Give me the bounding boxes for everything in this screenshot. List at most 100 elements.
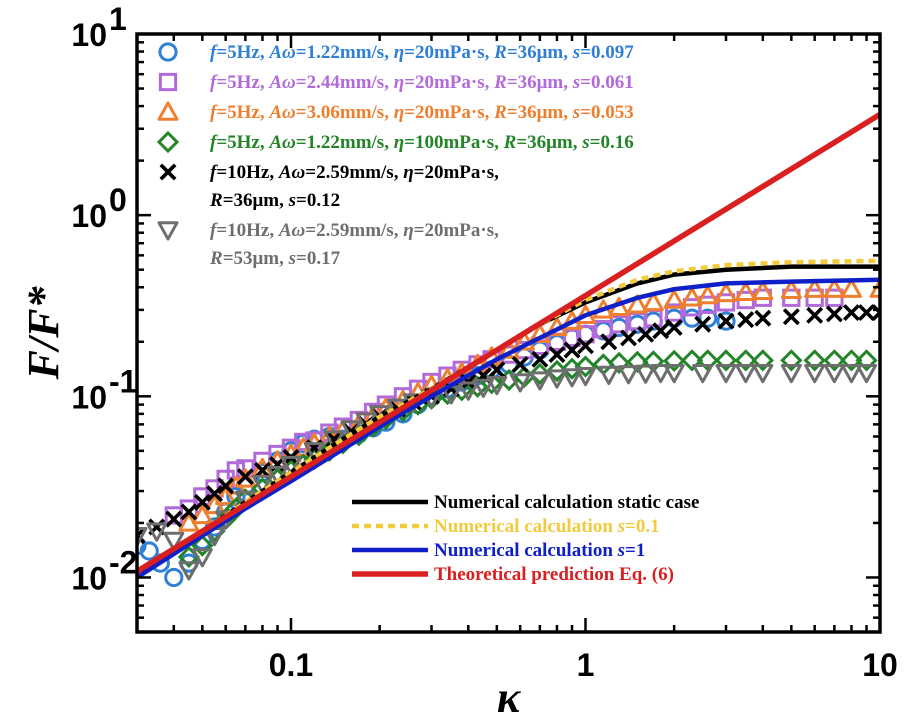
data-point xyxy=(696,349,719,372)
data-point xyxy=(303,442,325,462)
data-point xyxy=(715,282,737,303)
legend-label: f=10Hz, Aω=2.59mm/s, η=20mPa·s, xyxy=(210,162,499,183)
data-point xyxy=(618,365,640,385)
line-legend-label: Numerical calculation s=0.1 xyxy=(434,516,660,537)
x-tick-label: 0.1 xyxy=(269,647,313,683)
data-point xyxy=(780,349,803,372)
data-point xyxy=(191,548,213,568)
data-point xyxy=(206,485,223,503)
data-point xyxy=(716,311,736,331)
data-point xyxy=(804,364,826,384)
data-point xyxy=(663,289,685,309)
data-point xyxy=(842,304,860,322)
data-point xyxy=(226,486,246,507)
legend-item-1: f=5Hz, Aω=1.22mm/s, η=20mPa·s, R=36μm, s… xyxy=(158,42,634,63)
data-point xyxy=(642,291,664,312)
data-point xyxy=(563,341,581,359)
data-point xyxy=(715,364,737,384)
data-point xyxy=(548,346,566,364)
legend-label: f=5Hz, Aω=2.44mm/s, η=20mPa·s, R=36μm, s… xyxy=(210,72,634,93)
line-legend-item-2: Numerical calculation s=0.1 xyxy=(352,516,660,537)
data-point xyxy=(734,349,757,372)
data-point xyxy=(823,349,846,372)
data-point xyxy=(488,361,506,379)
data-point xyxy=(529,371,551,391)
data-point xyxy=(574,366,596,387)
legend: f=5Hz, Aω=1.22mm/s, η=20mPa·s, R=36μm, s… xyxy=(156,42,634,269)
data-point xyxy=(137,527,146,545)
data-point xyxy=(546,369,568,389)
data-point xyxy=(576,325,595,344)
data-point xyxy=(735,364,757,384)
data-point xyxy=(635,364,657,384)
y-tick-label: 10 xyxy=(71,379,107,415)
y-tick-exponent: 0 xyxy=(109,182,127,218)
data-point xyxy=(600,333,618,351)
x-tick-label: 1 xyxy=(577,647,595,683)
data-point xyxy=(680,349,704,372)
data-point xyxy=(191,504,213,525)
legend-label: f=10Hz, Aω=2.59mm/s, η=20mPa·s, xyxy=(210,220,499,241)
data-point xyxy=(694,315,712,333)
line-legend-label: Theoretical prediction Eq. (6) xyxy=(434,564,674,585)
data-point xyxy=(234,468,256,488)
data-point xyxy=(664,303,684,322)
y-tick-label: 10 xyxy=(71,17,107,53)
legend-item-2: f=5Hz, Aω=2.44mm/s, η=20mPa·s, R=36μm, s… xyxy=(158,72,634,93)
data-point xyxy=(528,362,551,385)
data-point xyxy=(457,381,479,401)
legend-label: R=36μm, s=0.12 xyxy=(209,190,340,211)
data-point xyxy=(511,355,529,373)
legend-item-6: f=10Hz, Aω=2.59mm/s, η=20mPa·s, R=53μm, s… xyxy=(157,220,499,269)
data-point xyxy=(164,567,184,588)
line-legend-label: Numerical calculation static case xyxy=(434,492,699,513)
data-point xyxy=(716,293,736,312)
data-point xyxy=(780,279,802,299)
data-point xyxy=(856,364,878,384)
data-point xyxy=(717,312,735,330)
data-point xyxy=(803,349,826,372)
legend-marker xyxy=(156,130,180,154)
data-point xyxy=(652,322,670,340)
data-point xyxy=(180,503,198,521)
data-point xyxy=(267,465,289,486)
legend-marker xyxy=(157,101,179,121)
x-axis-label: κ xyxy=(497,673,522,722)
legend-label: R=53μm, s=0.17 xyxy=(209,248,341,269)
data-point xyxy=(486,375,508,396)
data-point xyxy=(735,281,757,302)
legend-item-4: f=5Hz, Aω=1.22mm/s, η=100mPa·s, R=36μm, … xyxy=(156,130,634,154)
data-point xyxy=(191,534,214,557)
data-point xyxy=(236,468,254,486)
curve-4 xyxy=(137,112,880,574)
data-point xyxy=(681,287,703,307)
data-point xyxy=(804,278,826,298)
data-point xyxy=(692,364,714,384)
data-point xyxy=(637,325,655,343)
data-point xyxy=(806,306,824,324)
y-tick-label: 10 xyxy=(71,560,107,596)
line-layer xyxy=(137,112,880,580)
legend-item-5: f=10Hz, Aω=2.59mm/s, η=20mPa·s, R=36μm, s… xyxy=(159,162,499,211)
legend-item-3: f=5Hz, Aω=3.06mm/s, η=20mPa·s, R=36μm, s… xyxy=(157,101,634,123)
data-point xyxy=(871,304,880,322)
x-tick-label: 10 xyxy=(862,647,898,683)
curve-3 xyxy=(137,277,880,580)
line-legend-item-3: Numerical calculation s=1 xyxy=(352,540,645,561)
data-point xyxy=(754,309,772,327)
data-point xyxy=(146,522,168,542)
data-point xyxy=(714,349,738,372)
data-point xyxy=(782,308,800,326)
y-tick-exponent: -2 xyxy=(109,544,137,580)
data-point xyxy=(752,364,774,384)
data-point xyxy=(577,337,594,355)
line-legend: Numerical calculation static case Numeric… xyxy=(352,492,699,585)
legend-label: f=5Hz, Aω=1.22mm/s, η=20mPa·s, R=36μm, s… xyxy=(210,42,634,63)
data-point xyxy=(751,349,774,372)
data-point xyxy=(620,329,638,347)
legend-marker xyxy=(157,221,179,241)
data-point xyxy=(665,318,683,336)
line-legend-item-1: Numerical calculation static case xyxy=(352,492,699,513)
data-point xyxy=(823,364,845,384)
line-legend-label: Numerical calculation s=1 xyxy=(434,540,645,561)
